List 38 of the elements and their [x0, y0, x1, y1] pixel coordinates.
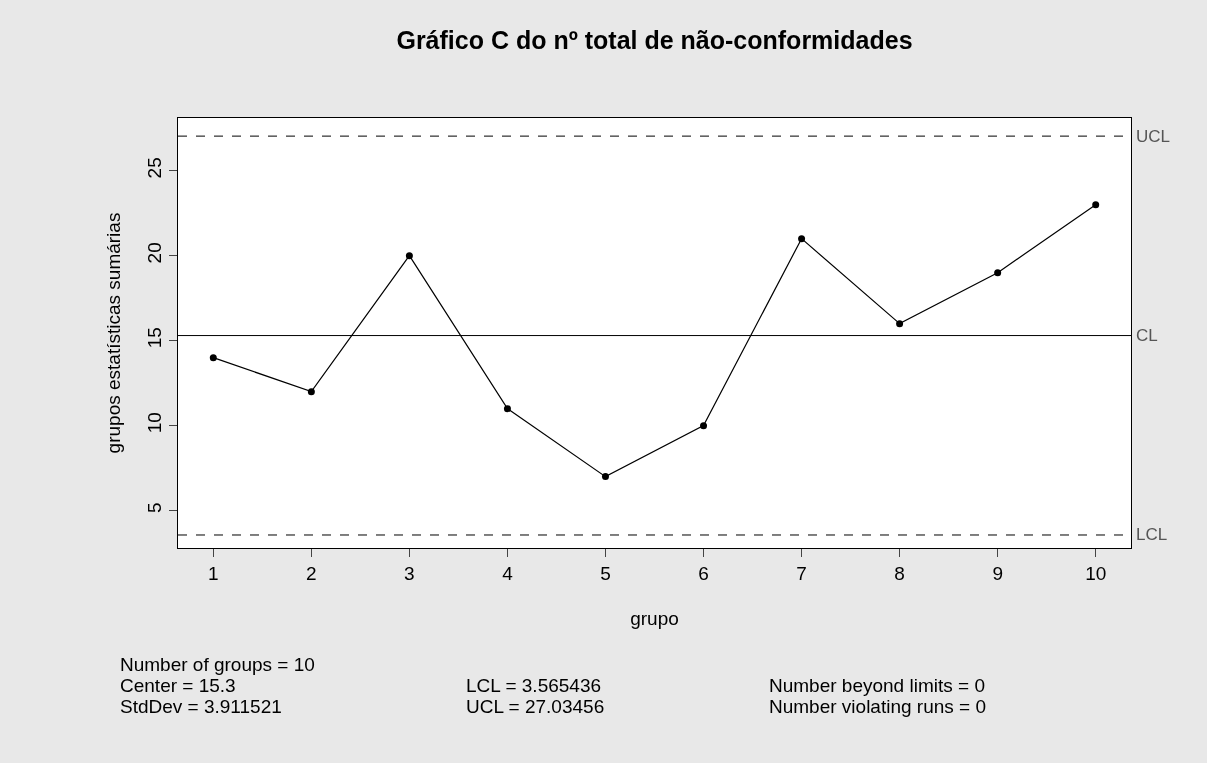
point — [994, 269, 1002, 277]
y-axis-title: grupos estatísticas sumárias — [103, 212, 125, 454]
x-tick-label: 9 — [992, 562, 1003, 584]
x-tick-label: 3 — [404, 562, 415, 584]
point — [700, 422, 708, 430]
x-tick-label: 6 — [698, 562, 709, 584]
point — [307, 388, 315, 396]
point — [209, 354, 217, 362]
y-tick-label: 20 — [144, 242, 166, 264]
point — [798, 235, 806, 243]
y-tick-label: 25 — [144, 157, 166, 179]
text: Number beyond limits = 0 — [769, 675, 985, 696]
x-axis-title: grupo — [630, 607, 679, 629]
chart-title: Gráfico C do nº total de não-conformidades — [396, 25, 913, 54]
x-tick-label: 4 — [502, 562, 514, 584]
x-tick-label: 10 — [1085, 562, 1107, 584]
ref-line-label: CL — [1136, 326, 1158, 345]
x-tick-label: 5 — [600, 562, 611, 584]
ref-line-label: LCL — [1136, 525, 1168, 544]
point — [1092, 201, 1100, 209]
point — [601, 473, 609, 481]
y-tick-label: 10 — [144, 412, 166, 434]
x-tick-label: 7 — [796, 562, 807, 584]
text: LCL = 3.565436 — [466, 675, 602, 696]
point — [896, 320, 904, 328]
x-tick-label: 1 — [208, 562, 219, 584]
x-tick-label: 8 — [894, 562, 905, 584]
y-tick-label: 15 — [144, 327, 166, 349]
ref-line-label: UCL — [1136, 127, 1171, 146]
text: StdDev = 3.911521 — [120, 696, 282, 717]
y-tick-label: 5 — [144, 502, 166, 514]
x-tick-label: 2 — [306, 562, 317, 584]
text: Center = 15.3 — [120, 675, 236, 696]
point — [503, 405, 511, 413]
text: UCL = 27.03456 — [466, 696, 605, 717]
point — [405, 252, 413, 260]
text: Number violating runs = 0 — [769, 696, 987, 717]
text: Number of groups = 10 — [120, 654, 315, 675]
